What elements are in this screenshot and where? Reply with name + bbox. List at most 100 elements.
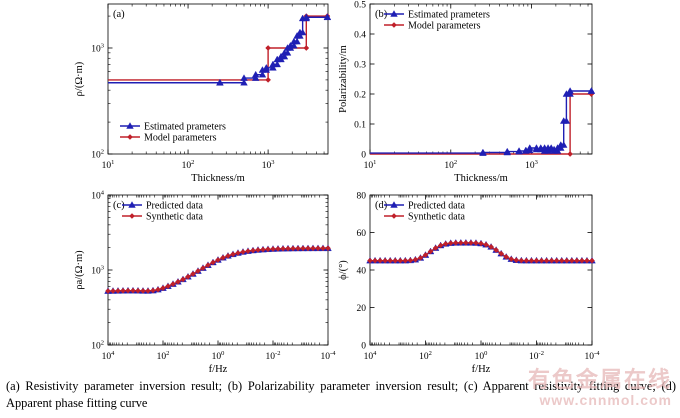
data-point [170, 281, 176, 287]
data-point [367, 257, 373, 264]
data-point [320, 245, 326, 252]
data-point [215, 257, 221, 263]
series-predicted-data [104, 244, 332, 294]
data-point [210, 259, 216, 266]
series-line [107, 247, 329, 292]
data-point [251, 74, 260, 81]
data-point [128, 201, 136, 208]
data-point [498, 250, 505, 257]
data-point [185, 273, 191, 280]
data-point [150, 287, 156, 294]
data-point [283, 49, 292, 56]
data-point [567, 151, 573, 157]
data-point [323, 13, 332, 20]
data-point [392, 257, 399, 264]
data-point [427, 248, 434, 255]
x-tick-label: 104 [102, 350, 116, 362]
x-tick-label: 100 [475, 350, 488, 362]
legend-label: Model parameters [144, 133, 217, 144]
data-point [508, 256, 515, 262]
data-point [566, 90, 574, 97]
data-point [280, 52, 289, 60]
x-tick-label: 101 [102, 159, 115, 171]
y-tick-label: 0 [361, 151, 366, 161]
y-axis-label: ϕ/(°) [338, 260, 349, 280]
data-point [478, 240, 484, 247]
data-point [165, 283, 171, 290]
data-point [160, 285, 166, 292]
data-point [468, 239, 474, 246]
data-point [562, 117, 571, 124]
data-point [422, 252, 429, 258]
data-point [538, 257, 545, 264]
data-point [483, 241, 489, 248]
chart-panel-b: 101 102 103 0 0.1 0.2 0.3 0.4 0.5 Thickness/m Pola… [338, 1, 596, 184]
data-point [240, 78, 248, 86]
panel-label: (d) [375, 200, 388, 211]
data-point [125, 287, 131, 294]
data-point [553, 257, 560, 264]
data-point [442, 240, 449, 247]
panel-label: (b) [375, 9, 388, 20]
data-point [390, 201, 398, 208]
data-point [205, 262, 211, 269]
data-point [325, 245, 331, 252]
data-point [432, 245, 439, 251]
series-line [370, 90, 592, 154]
plot-frame [369, 3, 593, 155]
data-point [543, 257, 550, 264]
data-point [296, 32, 304, 39]
panel-label: (a) [113, 9, 125, 20]
legend-label: Predicted data [408, 201, 465, 212]
data-point [390, 10, 398, 17]
data-point [280, 245, 286, 252]
data-point [105, 288, 111, 294]
data-point [175, 278, 181, 285]
chart-panel-c: 104 102 100 10-2 10-4102103104f/Hzρa/(Ω·m)(c… [74, 190, 336, 376]
plot-frame [369, 194, 593, 346]
panel-label: (c) [113, 200, 125, 211]
data-point [270, 246, 276, 252]
figure: 101 102 103102103Thickness/mρ/(Ω·m)(a)Esti… [74, 1, 601, 376]
x-tick-label: 10-4 [585, 350, 601, 362]
data-point [397, 257, 404, 264]
data-point [255, 247, 261, 253]
y-tick-label: 0.2 [354, 91, 366, 101]
data-point [503, 148, 511, 156]
data-point [295, 245, 301, 252]
plot-frame [107, 3, 329, 155]
y-tick-label: 0.5 [354, 1, 366, 11]
x-axis-label: Thickness/m [454, 173, 508, 184]
x-tick-label: 10-4 [321, 350, 337, 362]
x-tick-label: 100 [212, 350, 225, 362]
data-point [457, 239, 464, 246]
data-point [310, 245, 316, 252]
x-tick-label: 102 [419, 350, 432, 362]
data-point [265, 45, 271, 51]
data-point [315, 245, 321, 252]
data-point [235, 250, 241, 256]
chart-panel-a: 101 102 103102103Thickness/mρ/(Ω·m)(a)Esti… [74, 3, 332, 184]
y-tick-label: 102 [91, 149, 104, 161]
data-point [515, 147, 523, 155]
data-point [300, 245, 306, 252]
data-point [568, 257, 575, 264]
figure-caption: (a) Resistivity parameter inversion resu… [6, 379, 676, 410]
legend-label: Synthetic data [408, 212, 465, 223]
y-tick-label: 102 [91, 340, 104, 352]
data-point [412, 256, 419, 263]
data-point [110, 288, 116, 294]
data-point [407, 257, 414, 264]
legend-label: Estimated prameters [144, 122, 226, 133]
x-tick-label: 101 [364, 159, 377, 171]
data-point [391, 213, 397, 219]
data-point [518, 257, 525, 264]
data-point [293, 37, 301, 45]
series-synthetic-data [105, 245, 331, 294]
x-tick-label: 103 [262, 159, 275, 171]
data-point [573, 257, 580, 264]
data-point [563, 257, 570, 264]
data-point [528, 257, 535, 264]
